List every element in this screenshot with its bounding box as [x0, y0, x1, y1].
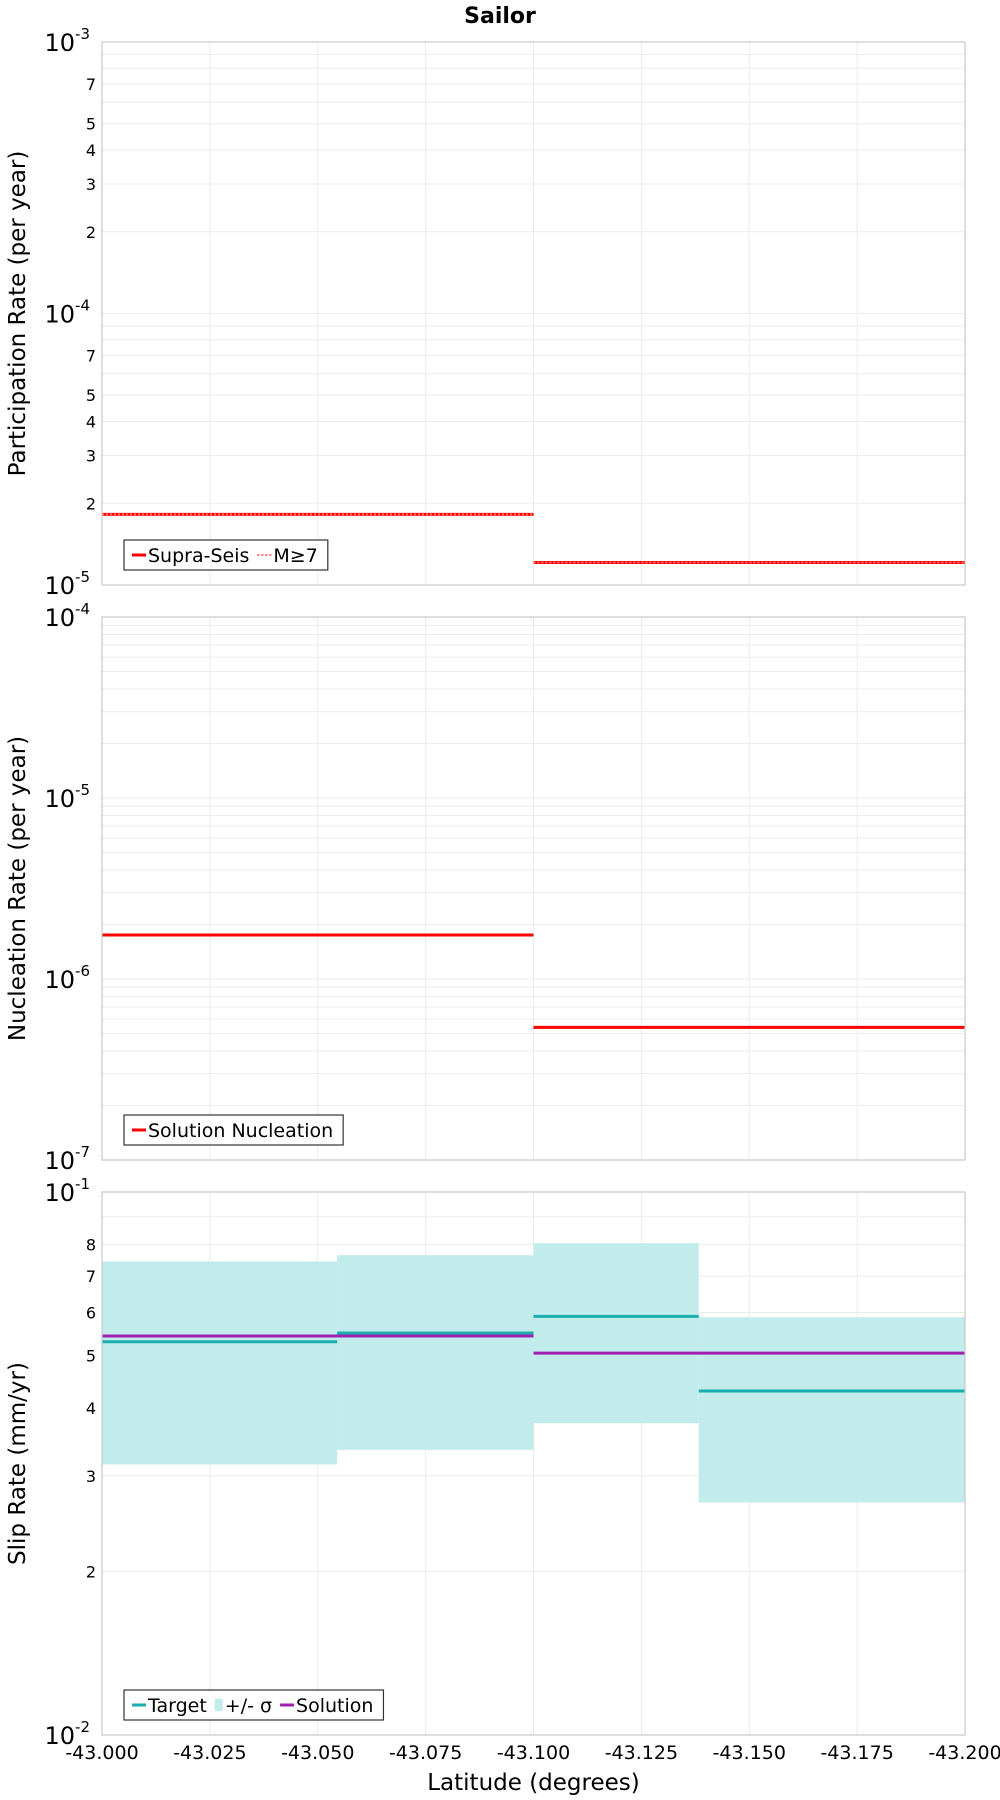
- y-tick-base: 10: [44, 1722, 75, 1750]
- plot-frame: [101, 616, 966, 1161]
- plot-area: [102, 933, 965, 1029]
- x-tick-label: -43.050: [281, 1742, 354, 1764]
- x-tick-label: -43.175: [820, 1742, 893, 1764]
- y-minor-tick-label: 4: [86, 413, 96, 432]
- y-tick-exponent: -3: [75, 25, 90, 43]
- y-minor-tick-label: 4: [86, 141, 96, 160]
- y-tick-label: 10-1: [44, 1175, 90, 1207]
- y-tick-label: 10-7: [44, 1143, 90, 1175]
- y-minor-tick-label: 5: [86, 115, 96, 134]
- legend-label: Target: [147, 1695, 207, 1717]
- x-tick-label: -43.025: [173, 1742, 246, 1764]
- x-tick-label: -43.000: [65, 1742, 138, 1764]
- x-tick-label: -43.100: [497, 1742, 570, 1764]
- y-minor-tick-label: 2: [86, 1563, 96, 1582]
- legend: Target +/- σ Solution: [123, 1689, 385, 1721]
- y-minor-tick-label: 3: [86, 446, 96, 465]
- y-tick-exponent: -5: [75, 568, 90, 586]
- legend-key: [214, 1699, 223, 1711]
- y-tick-base: 10: [44, 301, 75, 329]
- y-tick-base: 10: [44, 785, 75, 813]
- x-tick-label: -43.150: [713, 1742, 786, 1764]
- legend: Solution Nucleation: [123, 1114, 344, 1146]
- chart-title: Sailor: [464, 4, 536, 29]
- y-tick-exponent: -4: [75, 600, 90, 618]
- y-tick-exponent: -6: [75, 962, 90, 980]
- y-tick-base: 10: [44, 1147, 75, 1175]
- y-minor-tick-label: 3: [86, 1467, 96, 1486]
- x-tick-label: -43.125: [605, 1742, 678, 1764]
- legend-label: M≥7: [273, 545, 317, 567]
- plot-frame: [101, 41, 966, 586]
- y-tick-label: 10-2: [44, 1718, 90, 1750]
- y-minor-tick-label: 2: [86, 223, 96, 242]
- y-minor-tick-label: 2: [86, 494, 96, 513]
- x-axis: -43.000 -43.025 -43.050 -43.075 -43.100 -43.1…: [65, 1742, 1000, 1796]
- y-tick-base: 10: [44, 572, 75, 600]
- y-minor-tick-label: 7: [86, 75, 96, 94]
- plot-area: [102, 512, 965, 565]
- y-minor-tick-label: 3: [86, 175, 96, 194]
- legend-label: +/- σ: [225, 1695, 272, 1717]
- y-minor-tick-label: 6: [86, 1303, 96, 1322]
- y-minor-tick-label: 5: [86, 1346, 96, 1365]
- y-minor-tick-label: 4: [86, 1399, 96, 1418]
- sigma-band-segment: [698, 1317, 965, 1503]
- x-axis-label: Latitude (degrees): [427, 1770, 640, 1796]
- y-tick-exponent: -5: [75, 781, 90, 799]
- legend: Supra-Seis M≥7: [123, 539, 329, 571]
- legend-box: [123, 1689, 385, 1721]
- legend-band-swatch: [214, 1699, 223, 1711]
- y-minor-tick-label: 5: [86, 386, 96, 405]
- y-minor-tick-label: 8: [86, 1236, 96, 1255]
- y-tick-base: 10: [44, 29, 75, 57]
- y-axis-label: Participation Rate (per year): [5, 151, 31, 477]
- legend-box: [123, 539, 329, 571]
- y-tick-exponent: -7: [75, 1143, 90, 1161]
- y-minor-tick-label: 7: [86, 1267, 96, 1286]
- legend-label: Supra-Seis: [148, 545, 249, 567]
- sigma-band-segment: [533, 1243, 699, 1424]
- y-tick-exponent: -1: [75, 1175, 90, 1193]
- y-tick-label: 10-4: [44, 297, 90, 329]
- y-tick-label: 10-3: [44, 25, 90, 57]
- legend-label: Solution: [296, 1695, 373, 1717]
- y-tick-base: 10: [44, 966, 75, 994]
- sigma-band-segment: [337, 1255, 534, 1450]
- plot-frame: [101, 1191, 966, 1736]
- legend-label: Solution Nucleation: [148, 1120, 333, 1142]
- y-tick-exponent: -2: [75, 1718, 90, 1736]
- sigma-band-segment: [102, 1261, 338, 1465]
- y-tick-label: 10-4: [44, 600, 90, 632]
- y-axis-label: Slip Rate (mm/yr): [5, 1362, 31, 1565]
- x-tick-label: -43.075: [389, 1742, 462, 1764]
- y-tick-label: 10-5: [44, 568, 90, 600]
- y-minor-tick-label: 7: [86, 347, 96, 366]
- plot-area: [102, 1243, 965, 1503]
- y-tick-label: 10-5: [44, 781, 90, 813]
- legend-box: [123, 1114, 344, 1146]
- y-tick-base: 10: [44, 1179, 75, 1207]
- y-tick-exponent: -4: [75, 297, 90, 315]
- x-tick-label: -43.200: [928, 1742, 1000, 1764]
- y-tick-base: 10: [44, 604, 75, 632]
- y-tick-label: 10-6: [44, 962, 90, 994]
- y-axis-label: Nucleation Rate (per year): [5, 736, 31, 1041]
